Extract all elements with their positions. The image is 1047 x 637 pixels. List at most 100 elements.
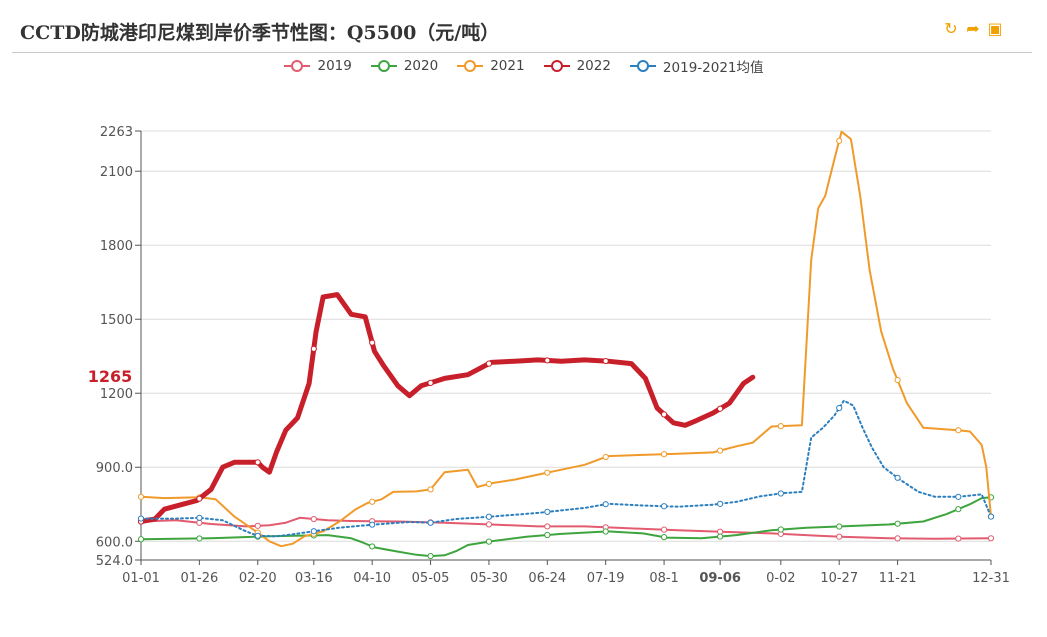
series-point-2022 <box>427 379 434 386</box>
series-point-2020 <box>485 538 493 545</box>
series-point-2020 <box>602 528 609 535</box>
series-point-2019-2021均值 <box>310 528 317 535</box>
series-point-2020 <box>427 552 434 560</box>
series-point-2022 <box>254 459 261 466</box>
x-tick-label: 06-24 <box>528 571 566 586</box>
series-line-2021 <box>140 130 992 548</box>
series-point-2019-2021均值 <box>987 513 995 520</box>
save-image-icon[interactable]: ▣ <box>987 19 1003 38</box>
y-tick-label: 1200 <box>100 387 133 402</box>
legend-marker-icon <box>543 60 570 72</box>
series-point-2021 <box>836 137 843 144</box>
series-point-2021 <box>485 480 493 487</box>
legend-label: 2019 <box>317 58 352 74</box>
chart-toolbox: ↻ ➦ ▣ <box>942 20 1004 38</box>
series-point-2019 <box>987 535 995 542</box>
series-point-2021 <box>137 493 145 500</box>
series-point-2019 <box>196 519 203 526</box>
series-point-2019 <box>660 526 668 533</box>
series-point-2020 <box>894 520 901 527</box>
legend-label: 2022 <box>576 58 611 74</box>
series-point-2019-2021均值 <box>427 519 434 526</box>
series-point-2019-2021均值 <box>894 474 901 481</box>
series-point-2021 <box>894 376 901 384</box>
x-tick-label: 0-02 <box>766 571 796 586</box>
series-point-2022 <box>544 357 551 364</box>
series-point-2020 <box>544 531 551 539</box>
series-point-2020 <box>836 523 843 530</box>
x-tick-label: 02-20 <box>239 571 277 586</box>
series-point-2019-2021均值 <box>254 532 261 539</box>
series-point-2022 <box>310 345 317 352</box>
y-tick-label: 1500 <box>100 313 133 328</box>
series-point-2019 <box>485 521 493 528</box>
series-point-2022 <box>485 360 493 367</box>
series-point-2022 <box>196 495 203 502</box>
x-tick-label: 01-26 <box>180 571 218 586</box>
y-tick-label: 600.0 <box>96 535 133 550</box>
series-point-2022 <box>602 357 609 365</box>
refresh-icon[interactable]: ↻ <box>944 19 958 38</box>
series-line-2019 <box>140 516 992 540</box>
legend-item[interactable]: 2019 <box>283 56 352 76</box>
series-point-2019-2021均值 <box>137 515 145 522</box>
series-point-2019-2021均值 <box>717 500 724 507</box>
legend-item[interactable]: 2019-2021均值 <box>629 56 764 76</box>
y-tick-label: 524.0 <box>96 554 133 569</box>
series-point-2021 <box>602 453 609 461</box>
legend-item[interactable]: 2021 <box>456 56 525 76</box>
series-point-2021 <box>544 469 551 476</box>
legend-marker-icon <box>629 60 656 72</box>
series-point-2020 <box>660 534 668 541</box>
series-point-2019-2021均值 <box>836 404 843 412</box>
share-icon[interactable]: ➦ <box>966 19 980 38</box>
series-point-2019 <box>254 522 261 529</box>
series-point-2019 <box>310 515 317 523</box>
legend-item[interactable]: 2020 <box>370 56 438 76</box>
series-point-2020 <box>777 526 784 533</box>
legend-item[interactable]: 2022 <box>543 56 611 76</box>
series-point-2019-2021均值 <box>955 493 962 500</box>
series-point-2019-2021均值 <box>369 521 376 528</box>
series-point-2019-2021均值 <box>602 501 609 508</box>
y-tick-label: 900.0 <box>96 461 133 476</box>
legend-label: 2020 <box>403 58 439 74</box>
y-tick-label: 2263 <box>100 125 133 140</box>
title-divider <box>12 52 1032 53</box>
series-point-2020 <box>196 535 203 542</box>
chart-title: CCTD防城港印尼煤到岸价季节性图：Q5500（元/吨） <box>20 22 500 44</box>
legend-marker-icon <box>457 60 484 72</box>
series-point-2019 <box>836 533 843 540</box>
series-point-2021 <box>427 486 434 493</box>
series-point-2019-2021均值 <box>485 513 493 520</box>
x-tick-label: 08-1 <box>649 571 679 586</box>
legend-label: 2019-2021均值 <box>662 60 764 76</box>
series-point-2019-2021均值 <box>544 508 551 515</box>
series-point-2021 <box>660 451 668 458</box>
highlight-value-label: 1265 <box>88 367 133 386</box>
series-line-2019-2021均值 <box>140 399 992 538</box>
series-point-2020 <box>717 533 724 540</box>
series-point-2021 <box>955 427 962 434</box>
x-tick-label: 10-27 <box>820 571 858 586</box>
x-tick-label: 12-31 <box>972 571 1010 586</box>
x-tick-label: 07-19 <box>587 571 625 586</box>
series-point-2020 <box>369 543 376 550</box>
series-point-2022 <box>369 339 376 346</box>
chart-legend: 2019 2020 2021 2022 2019-2021均值 <box>0 56 1047 76</box>
series-point-2019-2021均值 <box>660 503 668 510</box>
x-tick-label: 05-05 <box>412 571 450 586</box>
series-point-2022 <box>660 411 668 418</box>
legend-label: 2021 <box>490 58 525 74</box>
legend-marker-icon <box>284 60 311 72</box>
series-point-2020 <box>137 536 145 543</box>
series-point-2022 <box>717 405 724 412</box>
series-point-2021 <box>717 447 724 454</box>
x-tick-label: 05-30 <box>470 571 508 586</box>
series-line-2022 <box>138 292 756 524</box>
y-tick-label: 2100 <box>100 165 133 180</box>
x-tick-label: 01-01 <box>122 571 160 586</box>
x-tick-label: 11-21 <box>879 571 917 586</box>
x-tick-label: 09-06 <box>699 571 741 586</box>
